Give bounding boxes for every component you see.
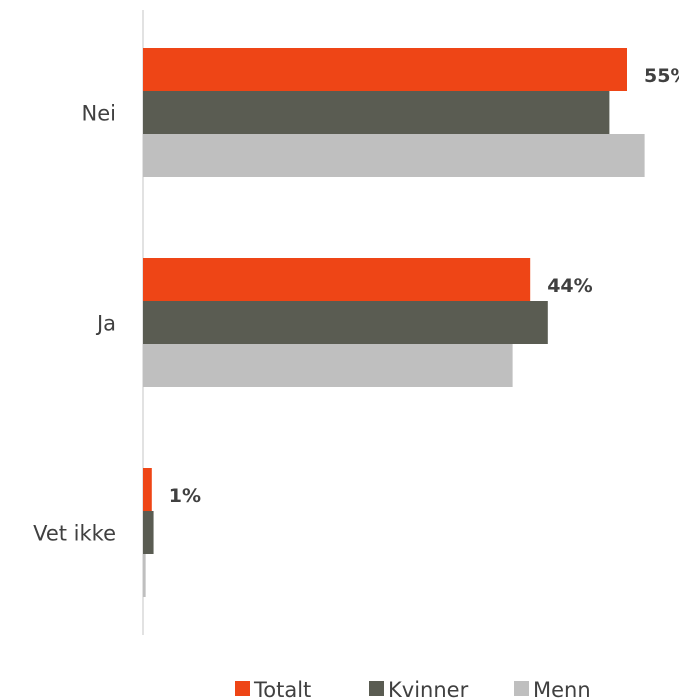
data-labels: 55% 44% 1% [169,65,679,507]
category-label-ja: Ja [95,312,116,336]
legend-swatch-totalt [235,681,250,696]
data-label-vet-ikke: 1% [169,485,201,507]
legend-label-menn: Menn [533,678,591,699]
bar-totalt-vet-ikke [143,468,152,511]
legend-item-menn: Menn [514,678,591,699]
bars-layer [143,48,645,597]
bar-menn-ja [143,344,513,387]
data-label-nei: 55% [644,65,679,87]
legend-label-totalt: Totalt [253,678,311,699]
data-label-ja: 44% [547,275,592,297]
bar-menn-vet-ikke [143,554,146,597]
legend-item-kvinner: Kvinner [369,678,469,699]
bar-kvinner-ja [143,301,548,344]
bar-totalt-ja [143,258,531,301]
category-label-vet-ikke: Vet ikke [33,522,116,546]
bar-totalt-nei [143,48,627,91]
bar-kvinner-nei [143,91,610,134]
legend-item-totalt: Totalt [235,678,311,699]
bar-kvinner-vet-ikke [143,511,154,554]
legend: Totalt Kvinner Menn [235,678,591,699]
legend-label-kvinner: Kvinner [388,678,469,699]
bar-menn-nei [143,134,645,177]
category-labels: Nei Ja Vet ikke [33,102,116,546]
legend-swatch-menn [514,681,529,696]
legend-swatch-kvinner [369,681,384,696]
category-label-nei: Nei [82,102,116,126]
